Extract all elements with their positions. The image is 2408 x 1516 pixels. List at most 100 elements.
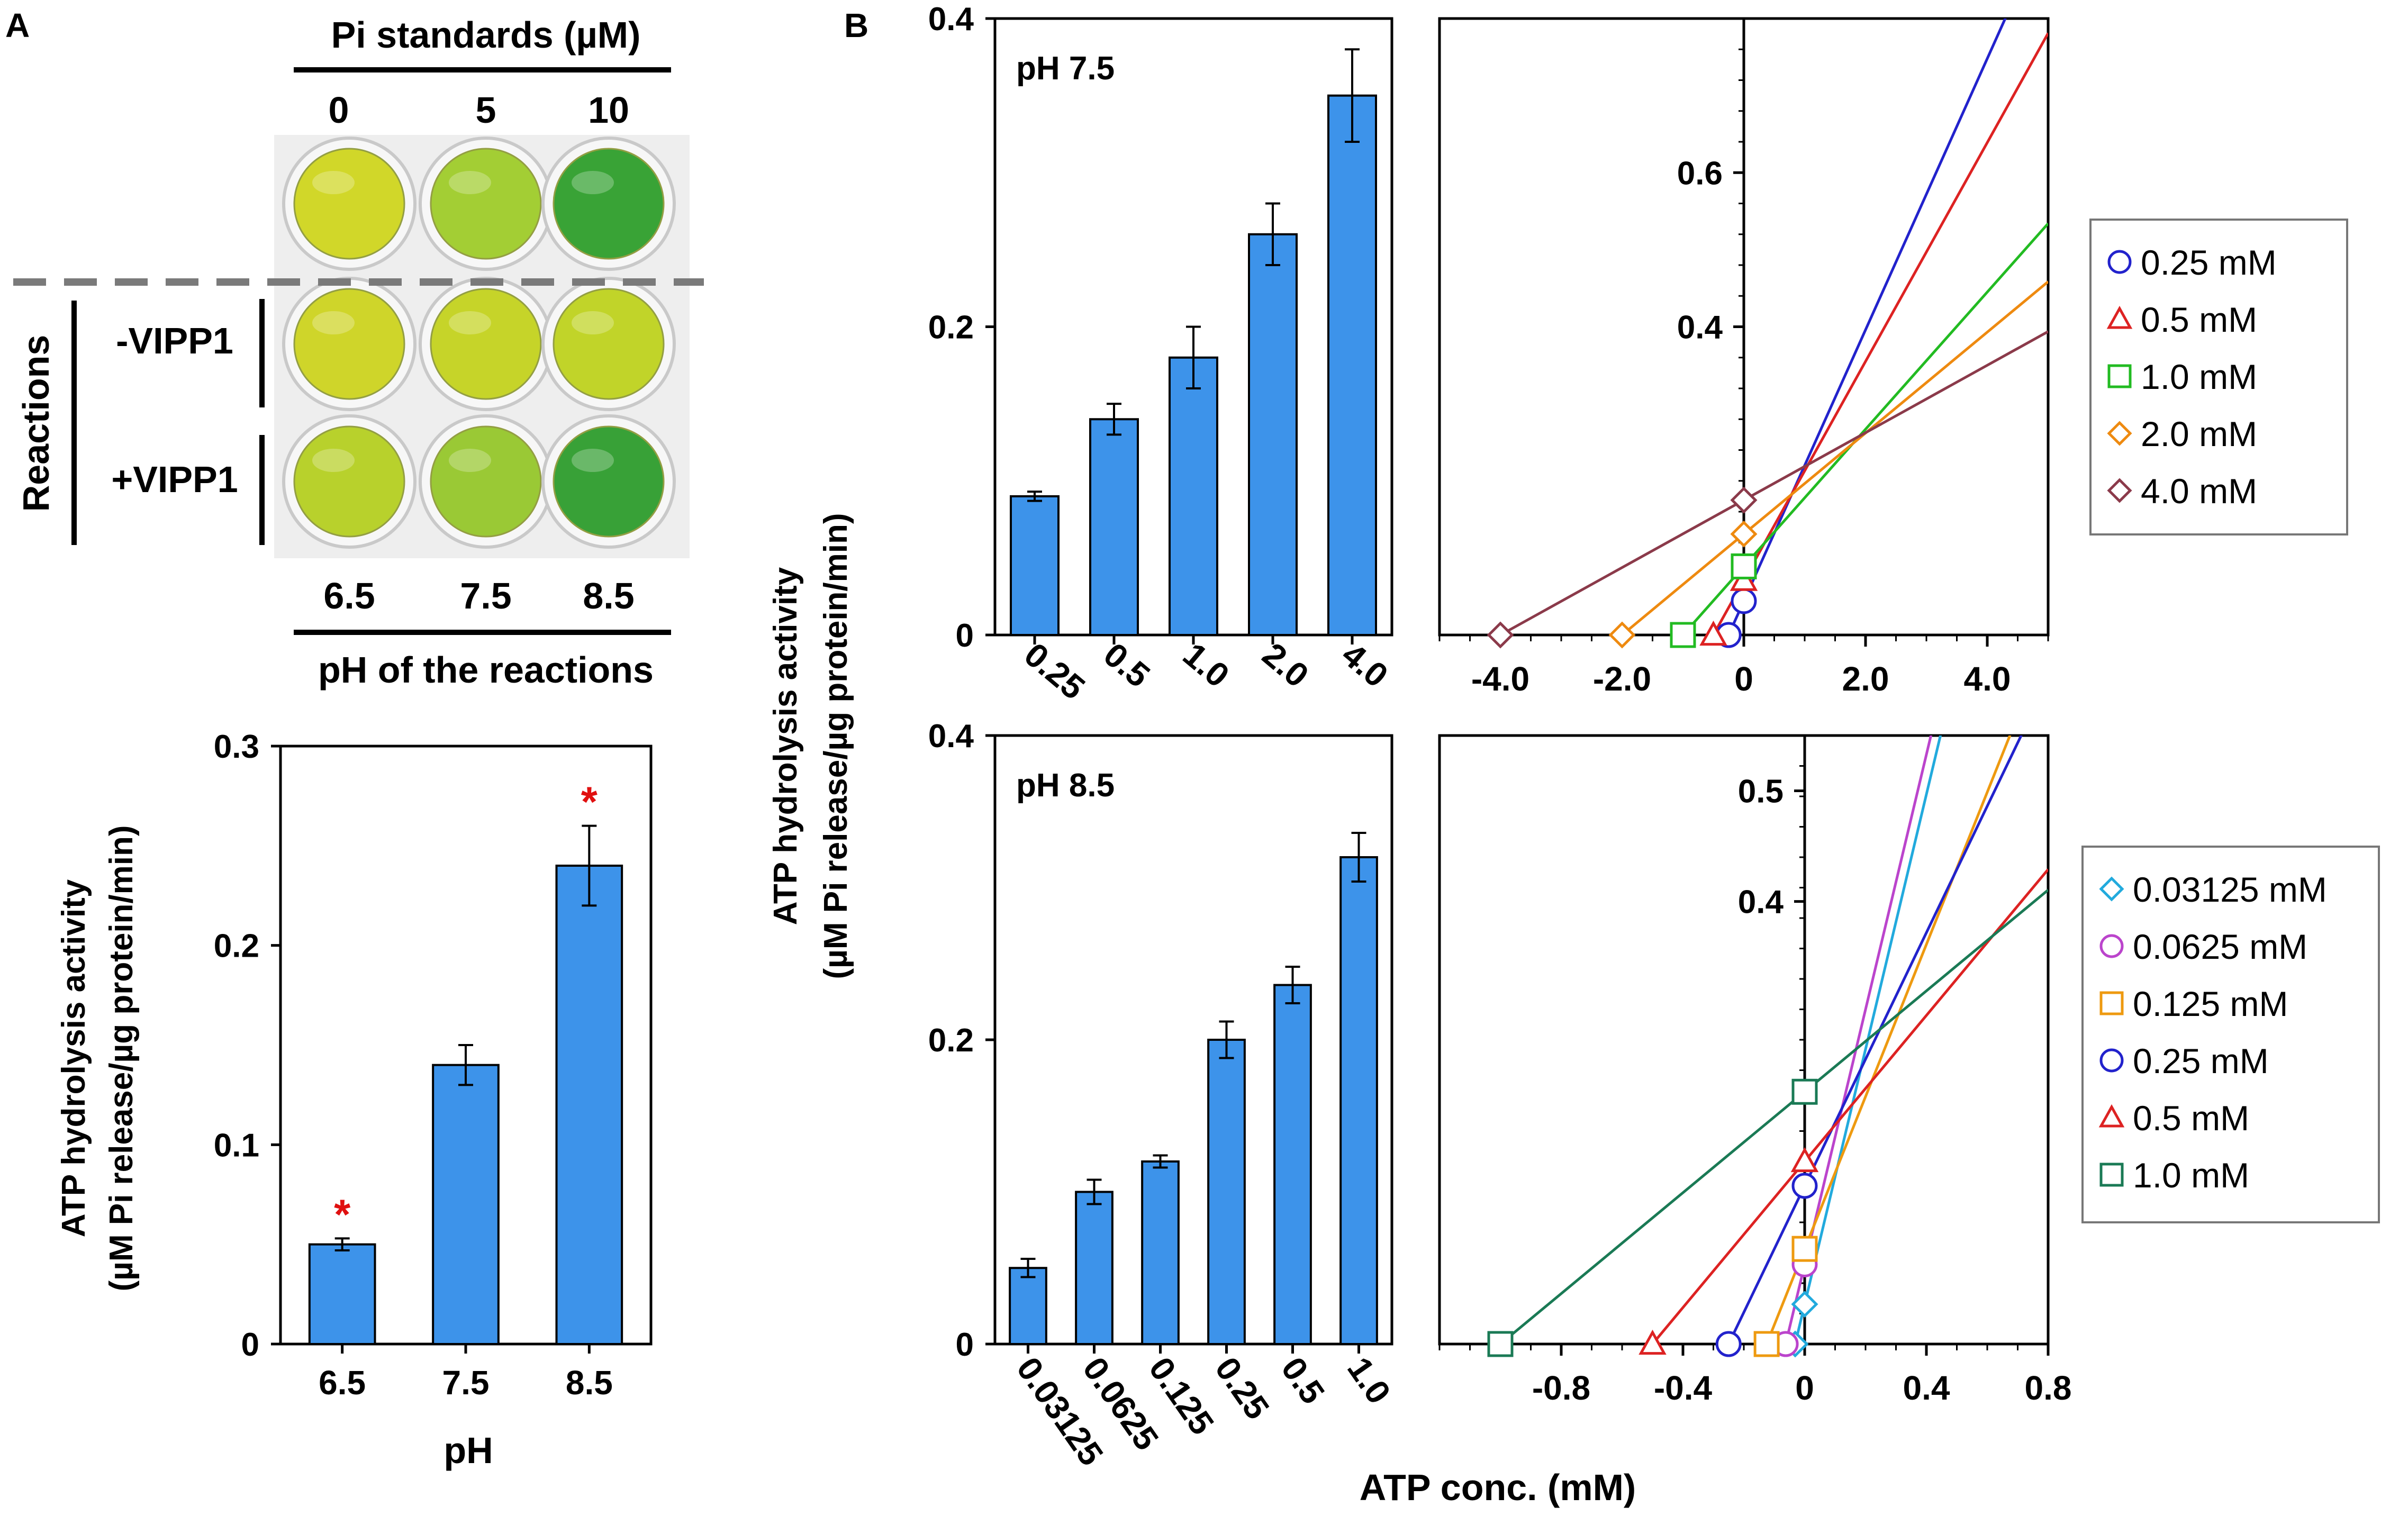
- series-marker: [1487, 621, 1514, 649]
- series-line: [1499, 888, 2048, 1344]
- footer-ph-65: 6.5: [323, 575, 375, 616]
- series-line: [1784, 736, 1933, 1344]
- x-tick-label: 4.0: [1335, 636, 1395, 695]
- series-line: [1765, 736, 2012, 1344]
- x-tick-label: 1.0: [1340, 1350, 1398, 1411]
- y-tick-label: 0: [956, 1327, 974, 1363]
- legend-marker: [2098, 1104, 2125, 1128]
- x-tick-label: 8.5: [566, 1364, 613, 1402]
- x-tick-label: 0.4: [1903, 1369, 1950, 1407]
- plot-frame: [993, 734, 1393, 1346]
- shared-ylabel-2: (µM Pi release/µg protein/min): [818, 513, 854, 979]
- series-marker: [1790, 1147, 1819, 1173]
- well: [553, 425, 665, 538]
- bar: [1169, 356, 1218, 636]
- legend-label: 0.5 mM: [2133, 1099, 2249, 1138]
- bar: [1273, 984, 1312, 1345]
- well-highlight: [572, 311, 614, 334]
- series-lines: [1499, 19, 2048, 635]
- shared-ylabel-1: ATP hydrolysis activity: [767, 567, 804, 925]
- bar: [1141, 1160, 1180, 1345]
- legend-marker: [2099, 876, 2124, 902]
- y-tick-label: 0.4: [928, 1, 974, 38]
- plot-annotation: pH 7.5: [1016, 50, 1115, 87]
- x-tick-label: 0.5: [1274, 1350, 1332, 1411]
- row-label-plus: +VIPP1: [111, 459, 238, 500]
- x-tick-label: 7.5: [442, 1364, 490, 1402]
- legend-label: 0.25 mM: [2133, 1041, 2269, 1081]
- series-marker: [1731, 553, 1757, 579]
- well: [553, 148, 665, 260]
- bar: [432, 1064, 500, 1345]
- series-marker: [1791, 1173, 1818, 1199]
- x-tick-label: 0: [1795, 1369, 1814, 1407]
- y-tick-label: 0: [956, 618, 974, 654]
- series-marker: [1638, 1329, 1667, 1355]
- panel-label-a: A: [5, 6, 30, 44]
- y-tick-label: 0.6: [1677, 155, 1723, 192]
- legend-top: 0.25 mM 0.5 mM 1.0 mM 2.0 mM 4.0 mM: [2089, 219, 2348, 535]
- y-tick-label: 0: [241, 1327, 259, 1363]
- chart-b-top-bars: 0 0.2 0.4 0.25 0.5 1.0 2.0 4.0 pH 7.5: [928, 1, 1396, 707]
- series-lines: [1499, 736, 2048, 1344]
- series-marker: [1791, 1236, 1818, 1262]
- legend-marker: [2099, 934, 2124, 958]
- series-marker: [1487, 1331, 1514, 1357]
- y-tick-label: 0.4: [1738, 884, 1784, 921]
- well-highlight: [572, 171, 614, 194]
- bar: [1248, 233, 1298, 636]
- legend-marker: [2099, 1048, 2124, 1073]
- series-line: [1727, 736, 2023, 1344]
- x-tick-label: 0.5: [1097, 636, 1157, 695]
- legend-label: 0.125 mM: [2133, 984, 2288, 1023]
- series-marker: [1670, 622, 1696, 648]
- row-label-minus: -VIPP1: [116, 320, 233, 361]
- x-tick-label: 0: [1734, 660, 1753, 698]
- significance-marker: *: [581, 778, 598, 825]
- y-tick-label: 0.1: [214, 1127, 259, 1164]
- well-highlight: [312, 449, 355, 472]
- x-tick-label: -0.4: [1654, 1369, 1713, 1407]
- series-line: [1727, 19, 2007, 635]
- legend-label: 0.5 mM: [2141, 300, 2257, 339]
- legend-label: 1.0 mM: [2141, 357, 2257, 396]
- legend-label: 0.03125 mM: [2133, 870, 2327, 909]
- plate-figure: Pi standards (µM) 0 5 10 Reactions -VIPP…: [13, 14, 704, 691]
- series-marker: [1730, 486, 1758, 514]
- well-highlight: [572, 449, 614, 472]
- panel-label-b: B: [844, 6, 868, 44]
- y-tick-label: 0.2: [928, 1022, 974, 1059]
- x-tick-label: 1.0: [1176, 636, 1236, 695]
- plot-frame: [1438, 734, 2050, 1346]
- plate-header: Pi standards (µM): [331, 14, 641, 56]
- significance-marker: *: [334, 1191, 351, 1238]
- series-marker: [1715, 1331, 1742, 1357]
- series-line: [1651, 868, 2048, 1344]
- legend-label: 2.0 mM: [2141, 414, 2257, 453]
- bar: [1327, 94, 1377, 636]
- x-tick-label: 0.8: [2025, 1369, 2072, 1407]
- well: [430, 288, 542, 400]
- x-tick-label: 2.0: [1255, 636, 1316, 695]
- well: [293, 425, 405, 538]
- plot-annotation: pH 8.5: [1016, 767, 1115, 804]
- bar: [1075, 1191, 1114, 1345]
- x-tick-label: 2.0: [1842, 660, 1889, 698]
- chart-b-top-plot: -4.0 -2.0 0 2.0 4.0 0.4 0.6: [1438, 17, 2050, 698]
- plate-wells: [282, 137, 676, 549]
- chart-a-xlabel: pH: [443, 1430, 493, 1471]
- well-highlight: [449, 171, 491, 194]
- legend-marker: [2107, 478, 2132, 503]
- y-tick-label: 0.4: [928, 718, 974, 755]
- legend-label: 1.0 mM: [2133, 1156, 2249, 1195]
- series-marker: [1791, 1078, 1818, 1105]
- y-tick-label: 0.4: [1677, 310, 1723, 346]
- x-tick-label: -0.8: [1532, 1369, 1590, 1407]
- chart-b-bottom-plot: -0.8 -0.4 0 0.4 0.8 0.4 0.5: [1438, 734, 2072, 1407]
- plate-footer-label: pH of the reactions: [318, 649, 654, 691]
- well: [430, 425, 542, 538]
- bar: [308, 1243, 376, 1346]
- standard-10: 10: [588, 89, 629, 131]
- series-line: [1712, 32, 2048, 635]
